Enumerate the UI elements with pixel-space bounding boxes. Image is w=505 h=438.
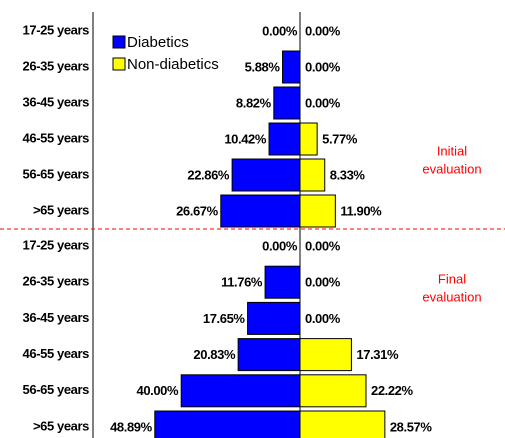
category-label: 26-35 years [23,58,90,73]
legend-label: Non-diabetics [127,56,219,73]
annotation: evaluation [422,161,481,176]
value-label: 5.77% [322,131,358,146]
category-label: 36-45 years [23,94,90,109]
bar [299,338,352,372]
value-label: 0.00% [305,275,341,290]
legend-swatch [112,35,126,49]
bar [299,158,326,192]
value-label: 0.00% [262,238,298,253]
value-label: 22.86% [187,167,230,182]
value-label: 40.00% [136,383,179,398]
bar [299,374,367,408]
bar [220,194,301,228]
category-label: 26-35 years [23,274,90,289]
category-label: 17-25 years [23,237,90,252]
legend-label: Diabetics [127,34,189,51]
value-label: 10.42% [224,131,267,146]
annotation: Initial [437,143,467,158]
legend-swatch [112,57,126,71]
bar [154,410,301,438]
bar [180,374,301,408]
value-label: 17.65% [203,311,246,326]
value-label: 0.00% [262,23,298,38]
value-label: 20.83% [193,347,236,362]
bar [268,122,301,156]
category-label: 36-45 years [23,310,90,325]
value-label: 0.00% [305,23,341,38]
bar [247,301,301,335]
value-label: 48.89% [110,419,153,434]
value-label: 0.00% [305,95,341,110]
bar [273,86,301,120]
bar [299,194,336,228]
category-label: 46-55 years [23,130,90,145]
bar [282,50,301,84]
value-label: 5.88% [245,59,281,74]
category-label: >65 years [33,418,89,433]
value-label: 26.67% [176,203,219,218]
bar [231,158,301,192]
value-label: 17.31% [356,347,399,362]
value-label: 0.00% [305,311,341,326]
bar [299,122,318,156]
category-label: >65 years [33,202,89,217]
value-label: 8.33% [330,167,366,182]
value-label: 22.22% [371,383,414,398]
value-label: 11.76% [221,275,263,290]
category-label: 56-65 years [23,166,90,181]
value-label: 0.00% [305,238,341,253]
annotation: evaluation [422,289,481,304]
bar [237,338,301,372]
category-label: 46-55 years [23,346,90,361]
value-label: 8.82% [236,95,272,110]
category-label: 17-25 years [23,22,90,37]
value-label: 11.90% [340,203,382,218]
category-label: 56-65 years [23,382,90,397]
bar [299,410,386,438]
annotation: Final [438,271,466,286]
value-label: 0.00% [305,59,341,74]
bar [264,265,301,299]
value-label: 28.57% [390,419,433,434]
